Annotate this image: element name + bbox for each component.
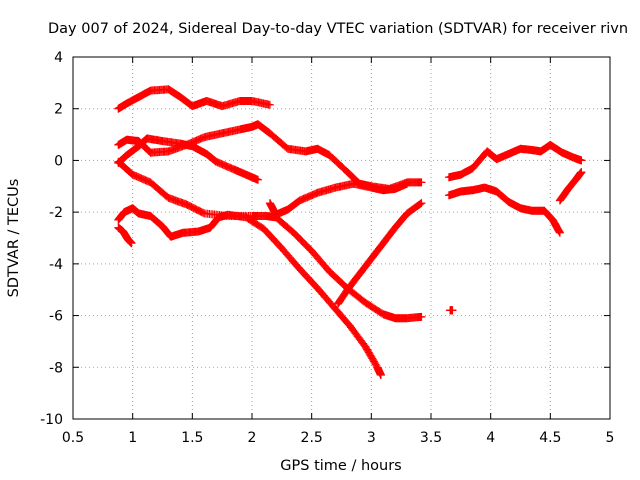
data-point: [417, 312, 426, 321]
y-tick-label: -4: [49, 257, 63, 273]
data-points: [114, 85, 586, 379]
y-tick-label: 2: [54, 102, 63, 118]
series-track-5: [114, 204, 385, 379]
data-point: [416, 199, 425, 208]
series-track-3: [114, 134, 262, 184]
x-tick-label: 0.5: [62, 430, 84, 446]
series-track-9: [446, 306, 457, 315]
y-tick-label: 0: [54, 153, 63, 169]
axis-ticks: [72, 56, 611, 420]
x-axis-label: GPS time / hours: [280, 458, 401, 474]
x-tick-label: 3.5: [420, 430, 442, 446]
series-track-10: [444, 140, 586, 182]
x-tick-label: 1: [128, 430, 137, 446]
x-tick-label: 4: [486, 430, 495, 446]
data-point: [417, 178, 426, 187]
data-point: [254, 175, 262, 184]
x-tick-label: 5: [606, 430, 615, 446]
plot-frame: [72, 56, 611, 420]
x-tick-label: 4.5: [539, 430, 561, 446]
series-track-1: [114, 85, 274, 113]
series-track-7: [265, 179, 412, 219]
y-tick-labels: -10 -8 -6 -4 -2 0 2 4: [40, 50, 63, 428]
series-track-8: [333, 199, 426, 308]
series-track-4: [114, 157, 426, 323]
x-tick-label: 3: [367, 430, 376, 446]
x-tick-labels: 0.5 1 1.5 2 2.5 3 3.5 4 4.5 5: [62, 430, 615, 446]
series-track-11: [444, 183, 564, 237]
data-point: [417, 199, 426, 208]
y-tick-label: -2: [49, 205, 63, 221]
y-axis-label: SDTVAR / TECUs: [6, 179, 22, 298]
data-point: [555, 228, 564, 237]
series-track-6: [114, 223, 136, 248]
y-tick-label: -10: [40, 412, 63, 428]
data-point: [127, 239, 136, 248]
y-tick-label: -8: [49, 360, 63, 376]
x-tick-label: 2.5: [301, 430, 323, 446]
data-point: [265, 100, 274, 109]
y-tick-label: 4: [54, 50, 63, 66]
chart-title: Day 007 of 2024, Sidereal Day-to-day VTE…: [48, 21, 628, 37]
x-tick-label: 1.5: [181, 430, 203, 446]
grid: [73, 57, 610, 419]
series-track-12: [555, 168, 586, 205]
x-tick-label: 2: [248, 430, 257, 446]
data-point: [577, 168, 586, 177]
data-point: [403, 179, 412, 188]
data-point: [577, 156, 586, 165]
series-track-2: [114, 120, 426, 193]
data-point: [376, 371, 385, 379]
data-point: [448, 306, 457, 315]
y-tick-label: -6: [49, 309, 63, 325]
